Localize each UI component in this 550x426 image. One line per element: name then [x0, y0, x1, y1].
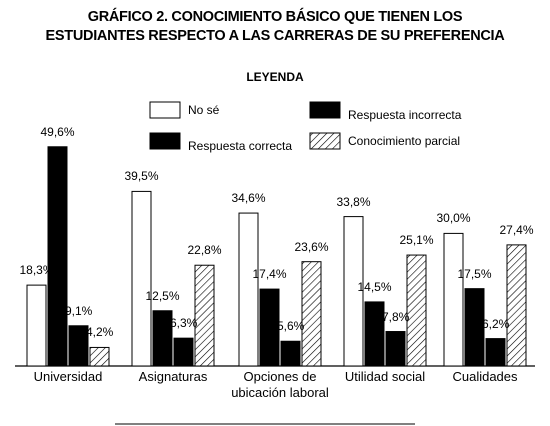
value-label: 6,2% [482, 316, 510, 331]
value-label: 34,6% [231, 191, 266, 206]
bar [385, 331, 406, 367]
value-label: 9,1% [65, 303, 93, 318]
value-label: 4,2% [86, 325, 114, 340]
bar [26, 284, 47, 367]
value-label: 30,0% [436, 211, 471, 226]
legend-swatch [309, 101, 341, 119]
bar [485, 338, 506, 367]
value-label: 18,3% [19, 263, 54, 278]
value-label: 33,8% [336, 194, 371, 209]
value-label: 22,8% [187, 243, 222, 258]
value-label: 6,3% [170, 316, 198, 331]
value-label: 17,4% [252, 267, 287, 282]
bar [343, 216, 364, 367]
bar [506, 244, 527, 367]
bar [238, 212, 259, 367]
chart-title: GRÁFICO 2. CONOCIMIENTO BÁSICO QUE TIENE… [45, 9, 505, 44]
value-label: 39,5% [124, 169, 159, 184]
legend-swatch [149, 132, 181, 150]
bar [131, 190, 152, 367]
legend-swatch [149, 101, 181, 119]
x-tick-label: Utilidad social [344, 369, 426, 384]
bar [443, 232, 464, 367]
bar [406, 254, 427, 367]
value-label: 7,8% [382, 309, 410, 324]
x-tick-label: Opciones de ubicación laboral [231, 369, 329, 400]
legend-label: No sé [188, 103, 220, 117]
x-tick-label: Cualidades [452, 369, 518, 384]
bar [259, 288, 280, 367]
bar [301, 261, 322, 367]
bar [68, 325, 89, 367]
value-label: 17,5% [457, 266, 492, 281]
value-label: 14,5% [357, 279, 392, 294]
bar [152, 310, 173, 367]
bar [280, 340, 301, 367]
value-label: 5,6% [277, 319, 305, 334]
value-label: 23,6% [294, 239, 329, 254]
bar [173, 337, 194, 367]
value-label: 25,1% [399, 233, 434, 248]
value-label: 12,5% [145, 288, 180, 303]
bar [89, 346, 110, 367]
legend-swatch [309, 132, 341, 150]
legend-label: Respuesta incorrecta [348, 108, 462, 122]
bar [194, 264, 215, 367]
legend-title: LEYENDA [246, 70, 304, 84]
bar [464, 288, 485, 367]
value-label: 49,6% [40, 124, 75, 139]
legend-label: Conocimiento parcial [348, 134, 461, 148]
x-tick-label: Universidad [33, 369, 103, 384]
bar [47, 146, 68, 367]
x-tick-label: Asignaturas [138, 369, 208, 384]
bar [364, 301, 385, 367]
value-label: 27,4% [499, 222, 534, 237]
legend-label: Respuesta correcta [188, 139, 293, 153]
